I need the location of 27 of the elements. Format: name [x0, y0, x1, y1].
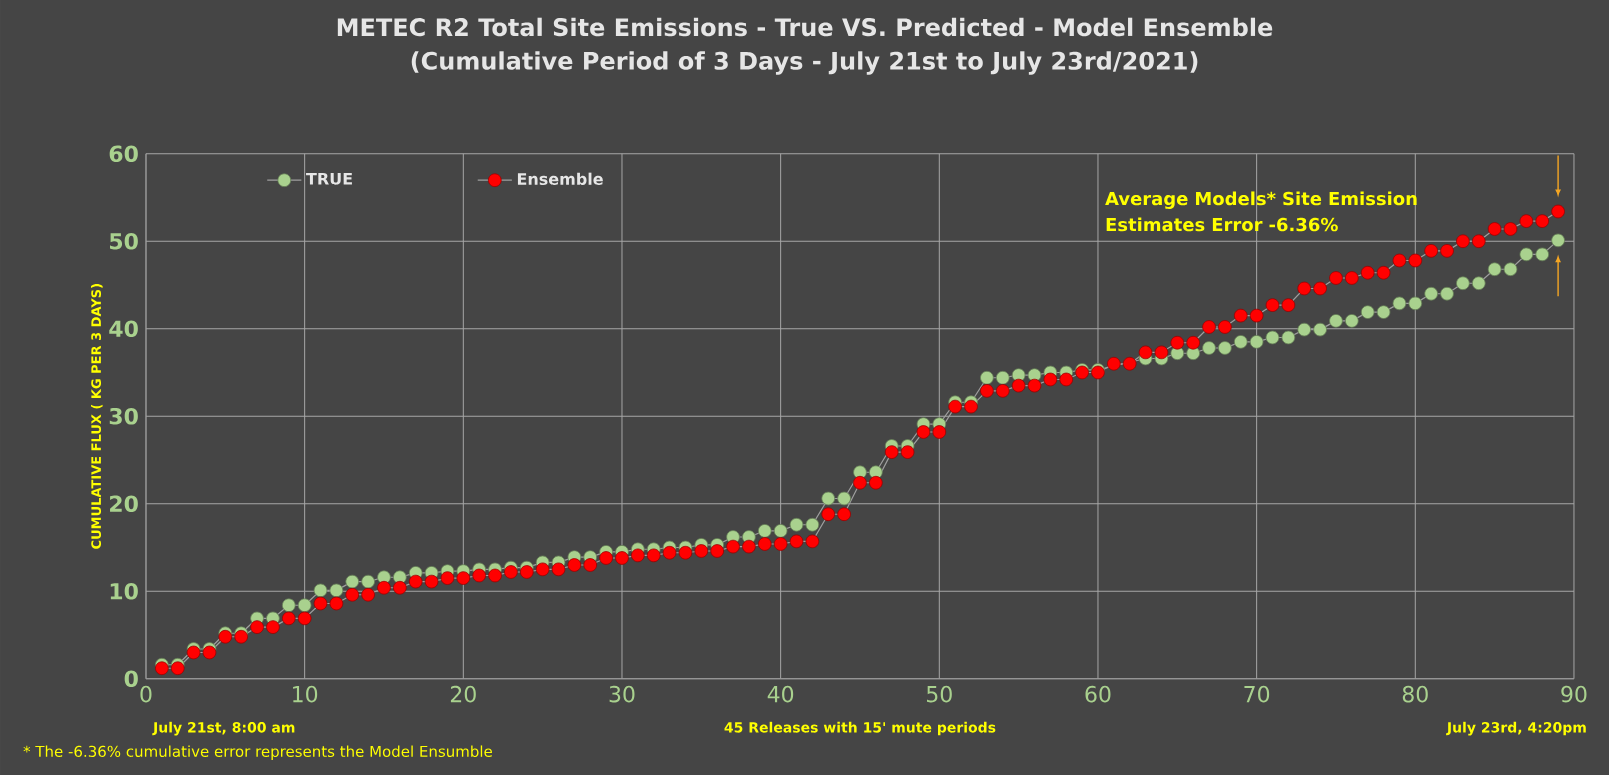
- legend-label: TRUE: [306, 172, 352, 185]
- x-tick-label: 20: [450, 685, 476, 703]
- chart-subtitle: (Cumulative Period of 3 Days - July 21st to July 23rd/2021): [411, 51, 1198, 75]
- x-tick-label: 0: [140, 685, 152, 703]
- text: 45 Releases with 15' mute periods: [724, 721, 996, 736]
- text: July 23rd, 4:20pm: [1446, 721, 1586, 736]
- x-tick-label: 80: [1402, 685, 1428, 703]
- x-tick-label: 90: [1561, 685, 1587, 703]
- y-axis-title: CUMULATIVE FLUX ( KG PER 3 DAYS): [91, 284, 103, 549]
- x-tick-label: 60: [1085, 685, 1111, 703]
- chart-title: METEC R2 Total Site Emissions - True VS. Predicted - Model Ensemble: [337, 17, 1273, 37]
- annotation: Average Models* Site Emission Estimates Error -6.36%: [1105, 191, 1417, 232]
- x-tick-label: 10: [293, 685, 318, 703]
- x-tick-label: 30: [609, 685, 635, 703]
- y-tick-label: 10: [110, 582, 138, 600]
- y-tick-label: 40: [109, 320, 138, 338]
- y-tick-label: 60: [109, 145, 138, 163]
- x-tick-label: 40: [767, 685, 794, 703]
- x-tick-label: 70: [1244, 685, 1270, 703]
- text: July 21st, 8:00 am: [152, 721, 295, 736]
- legend-label: Ensemble: [517, 172, 603, 186]
- y-tick-label: 0: [124, 670, 138, 688]
- y-tick-label: 30: [109, 407, 138, 425]
- y-tick-label: 20: [110, 495, 138, 513]
- y-tick-label: 50: [110, 232, 138, 250]
- x-tick-label: 50: [927, 685, 952, 703]
- text: * The -6.36% cumulative error represents the Model Ensumble: [23, 745, 492, 760]
